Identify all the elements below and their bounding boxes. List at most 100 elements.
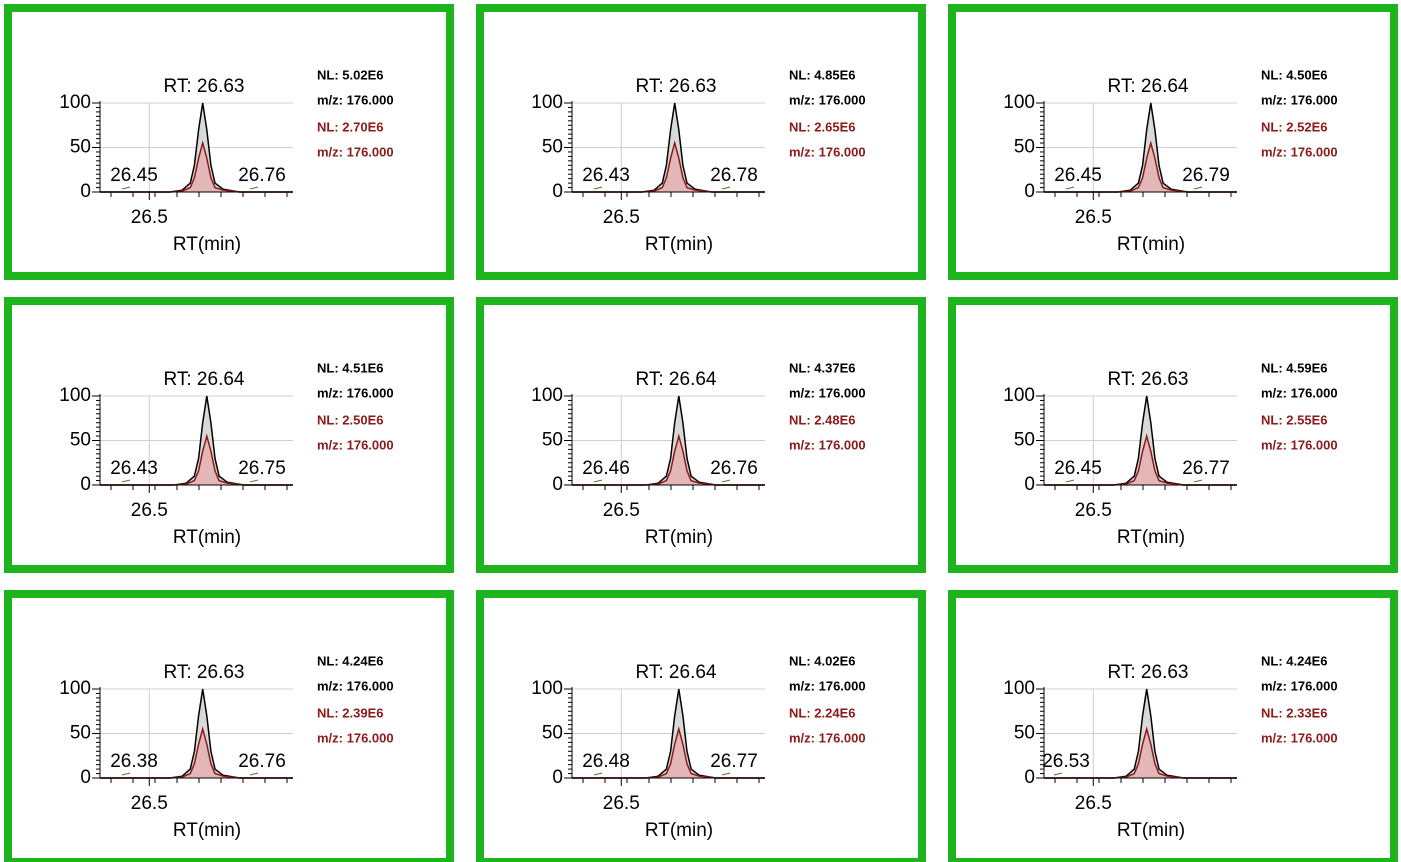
annotation-label: 26.38 <box>110 751 158 772</box>
legend-detail: m/z: 176.000 <box>789 437 866 452</box>
y-tick-label: 0 <box>552 181 563 202</box>
annotation-tick <box>121 772 131 776</box>
panel-border <box>948 590 1398 862</box>
legend-detail: m/z: 176.000 <box>789 678 866 693</box>
legend-detail: m/z: 176.000 <box>1261 437 1338 452</box>
trace-line <box>1044 433 1237 486</box>
legend-entry: NL: 5.02E6 <box>317 67 383 82</box>
chromatogram-panel: 0 50 100 26.5RT(min) RT: 26.63 26.38 26.76 NL: … <box>4 590 454 862</box>
legend-entry: NL: 2.65E6 <box>789 119 855 134</box>
x-axis-label: RT(min) <box>1117 820 1185 841</box>
legend-entry: NL: 2.24E6 <box>789 705 855 720</box>
annotation-label: 26.45 <box>1054 458 1102 479</box>
y-tick-label: 100 <box>531 92 563 113</box>
x-axis-label: RT(min) <box>173 234 241 255</box>
legend-entry: NL: 2.48E6 <box>789 412 855 427</box>
annotation-tick <box>249 479 259 483</box>
x-tick-label: 26.5 <box>1075 207 1112 228</box>
trace-line <box>100 433 293 486</box>
x-axis-label: RT(min) <box>645 527 713 548</box>
annotation-label: 26.77 <box>1182 458 1230 479</box>
y-tick-label: 0 <box>1024 767 1035 788</box>
peak-label: RT: 26.64 <box>636 369 717 390</box>
trace-line <box>100 726 293 779</box>
y-tick-label: 50 <box>542 137 563 158</box>
panel-border <box>476 4 926 280</box>
legend-detail: m/z: 176.000 <box>317 144 394 159</box>
y-tick-label: 50 <box>542 430 563 451</box>
trace-line <box>572 433 765 486</box>
legend-entry: NL: 4.24E6 <box>317 653 383 668</box>
peak-label: RT: 26.63 <box>1108 369 1189 390</box>
y-tick-label: 50 <box>70 137 91 158</box>
annotation-tick <box>593 772 603 776</box>
legend-detail: m/z: 176.000 <box>789 144 866 159</box>
chromatogram-panel: 0 50 100 26.5RT(min) RT: 26.63 26.45 26.76 NL: … <box>4 4 454 280</box>
legend-detail: m/z: 176.000 <box>317 730 394 745</box>
x-tick-label: 26.5 <box>603 207 640 228</box>
legend-detail: m/z: 176.000 <box>1261 385 1338 400</box>
peak-area-fill <box>100 143 293 192</box>
y-tick-label: 100 <box>59 678 91 699</box>
y-tick-label: 0 <box>1024 181 1035 202</box>
y-tick-label: 100 <box>531 385 563 406</box>
legend-detail: m/z: 176.000 <box>1261 144 1338 159</box>
y-tick-label: 100 <box>59 385 91 406</box>
x-tick-label: 26.5 <box>1075 500 1112 521</box>
y-tick-label: 0 <box>80 767 91 788</box>
annotation-tick <box>1193 186 1203 190</box>
legend-detail: m/z: 176.000 <box>1261 730 1338 745</box>
annotation-tick <box>1053 772 1063 776</box>
annotation-tick <box>121 186 131 190</box>
annotation-label: 26.45 <box>1054 165 1102 186</box>
annotation-label: 26.45 <box>110 165 158 186</box>
chromatogram-panel: 0 50 100 26.5RT(min) RT: 26.64 26.48 26.77 NL: … <box>476 590 926 862</box>
y-tick-label: 50 <box>1014 723 1035 744</box>
y-tick-label: 0 <box>80 181 91 202</box>
x-axis-label: RT(min) <box>645 820 713 841</box>
peak-label: RT: 26.64 <box>636 662 717 683</box>
peak-label: RT: 26.63 <box>164 662 245 683</box>
legend-detail: m/z: 176.000 <box>317 437 394 452</box>
chromatogram-panel: 0 50 100 26.5RT(min) RT: 26.64 26.43 26.75 NL: … <box>4 297 454 573</box>
panel-border <box>948 297 1398 573</box>
peak-label: RT: 26.64 <box>164 369 245 390</box>
annotation-label: 26.53 <box>1042 751 1090 772</box>
annotation-tick <box>121 479 131 483</box>
legend-entry: NL: 4.50E6 <box>1261 67 1327 82</box>
annotation-label: 26.43 <box>582 165 630 186</box>
y-tick-label: 50 <box>70 430 91 451</box>
x-axis-label: RT(min) <box>1117 234 1185 255</box>
annotation-label: 26.43 <box>110 458 158 479</box>
y-tick-label: 0 <box>1024 474 1035 495</box>
legend-entry: NL: 4.51E6 <box>317 360 383 375</box>
trace-line <box>1044 726 1237 779</box>
legend-entry: NL: 2.50E6 <box>317 412 383 427</box>
legend-detail: m/z: 176.000 <box>1261 92 1338 107</box>
y-tick-label: 50 <box>1014 430 1035 451</box>
legend-entry: NL: 4.59E6 <box>1261 360 1327 375</box>
annotation-tick <box>1065 479 1075 483</box>
x-tick-label: 26.5 <box>603 500 640 521</box>
legend-entry: NL: 2.55E6 <box>1261 412 1327 427</box>
legend-entry: NL: 4.24E6 <box>1261 653 1327 668</box>
trace-line <box>1044 102 1237 193</box>
x-axis-label: RT(min) <box>173 527 241 548</box>
x-tick-label: 26.5 <box>603 793 640 814</box>
annotation-label: 26.46 <box>582 458 630 479</box>
chromatogram-panel: 0 50 100 26.5RT(min) RT: 26.63 26.53 NL: 4.24E… <box>948 590 1398 862</box>
legend-entry: NL: 2.70E6 <box>317 119 383 134</box>
y-tick-label: 100 <box>1003 385 1035 406</box>
legend-entry: NL: 4.02E6 <box>789 653 855 668</box>
annotation-tick <box>721 186 731 190</box>
legend-entry: NL: 2.33E6 <box>1261 705 1327 720</box>
chromatogram-panel: 0 50 100 26.5RT(min) RT: 26.64 26.45 26.79 NL: … <box>948 4 1398 280</box>
annotation-tick <box>593 479 603 483</box>
trace-line <box>572 102 765 193</box>
legend-detail: m/z: 176.000 <box>1261 678 1338 693</box>
annotation-label: 26.76 <box>238 751 286 772</box>
peak-label: RT: 26.64 <box>1108 76 1189 97</box>
trace-line <box>572 688 765 779</box>
